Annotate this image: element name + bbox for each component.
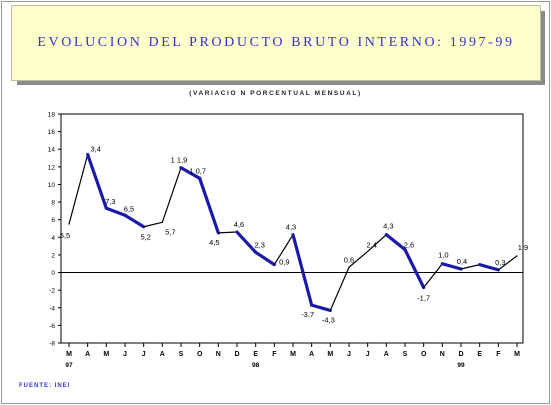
x-tick-label: O bbox=[421, 351, 427, 358]
x-tick-label: S bbox=[403, 351, 408, 358]
series-segment bbox=[68, 153, 89, 225]
title-box: EVOLUCION DEL PRODUCTO BRUTO INTERNO: 19… bbox=[11, 5, 541, 81]
series-segment bbox=[104, 206, 127, 217]
x-tick-label: A bbox=[85, 351, 90, 358]
data-label: 5,5 bbox=[60, 231, 70, 240]
y-tick-label: 4 bbox=[51, 235, 55, 242]
x-tick-label: M bbox=[327, 351, 333, 358]
y-tick-label: 12 bbox=[48, 164, 56, 171]
series-segment bbox=[460, 264, 481, 270]
y-tick-label: -4 bbox=[49, 305, 55, 312]
plot-area bbox=[60, 113, 524, 344]
x-tick-label: J bbox=[366, 351, 370, 358]
y-tick-label: 2 bbox=[51, 252, 55, 259]
data-label: 1,0 bbox=[438, 251, 448, 260]
y-tick-label: -8 bbox=[49, 341, 55, 348]
data-label: 1 1,9 bbox=[171, 156, 188, 165]
series-segment bbox=[403, 248, 426, 290]
x-tick-label: D bbox=[458, 351, 463, 358]
series-segment bbox=[440, 262, 463, 271]
year-label: 98 bbox=[252, 362, 260, 369]
data-label: 0,6 bbox=[344, 255, 354, 264]
data-label: 1 0,7 bbox=[189, 166, 206, 175]
data-label: 4,3 bbox=[286, 223, 296, 232]
data-label: 2,6 bbox=[404, 241, 414, 250]
y-tick-label: -6 bbox=[49, 323, 55, 330]
series-segment bbox=[235, 230, 258, 254]
series-segment bbox=[423, 263, 443, 289]
x-tick-label: F bbox=[496, 351, 501, 358]
x-tick-label: A bbox=[384, 351, 389, 358]
data-label: 6,5 bbox=[124, 204, 134, 213]
data-label: 0,4 bbox=[457, 257, 467, 266]
year-label: 97 bbox=[65, 362, 73, 369]
y-tick-label: 10 bbox=[48, 182, 56, 189]
y-tick-label: -2 bbox=[49, 288, 55, 295]
series-segment bbox=[310, 303, 332, 313]
y-tick-label: 0 bbox=[51, 270, 55, 277]
data-label: 3,4 bbox=[90, 145, 100, 154]
x-tick-label: M bbox=[103, 351, 109, 358]
data-label: -1,7 bbox=[417, 294, 430, 303]
series-segment bbox=[384, 233, 407, 252]
series-segment bbox=[367, 234, 387, 252]
x-tick-label: N bbox=[440, 351, 445, 358]
data-label: 4,5 bbox=[209, 238, 219, 247]
series-segment bbox=[217, 231, 238, 234]
data-label: -3,7 bbox=[301, 310, 314, 319]
series-segment bbox=[198, 176, 220, 235]
data-label: 2,4 bbox=[366, 240, 376, 249]
data-label: 5,2 bbox=[140, 233, 150, 242]
x-tick-label: M bbox=[290, 351, 296, 358]
series-segment bbox=[273, 234, 294, 266]
x-tick-label: A bbox=[309, 351, 314, 358]
chart-subtitle: (VARIACIO N PORCENTUAL MENSUAL) bbox=[189, 90, 362, 97]
data-label: 4,3 bbox=[383, 222, 393, 231]
x-tick-label: J bbox=[142, 351, 146, 358]
source-note: FUENTE: INEI bbox=[19, 383, 71, 389]
x-tick-label: M bbox=[514, 351, 520, 358]
series-segment bbox=[123, 213, 146, 229]
x-tick-label: O bbox=[197, 351, 203, 358]
series-segment bbox=[329, 266, 350, 312]
series-segment bbox=[179, 166, 202, 180]
x-tick-label: E bbox=[253, 351, 258, 358]
series-segment bbox=[254, 250, 276, 267]
x-tick-label: F bbox=[272, 351, 277, 358]
series-segment bbox=[291, 233, 314, 307]
x-tick-label: S bbox=[179, 351, 184, 358]
series-segment bbox=[161, 167, 182, 223]
y-tick-label: 16 bbox=[48, 129, 56, 136]
series-segment bbox=[497, 255, 518, 271]
data-label: 5,7 bbox=[165, 227, 175, 236]
x-tick-label: M bbox=[66, 351, 72, 358]
y-tick-label: 14 bbox=[48, 147, 56, 154]
x-tick-label: J bbox=[123, 351, 127, 358]
year-label: 99 bbox=[457, 362, 465, 369]
data-label: 4,6 bbox=[234, 220, 244, 229]
series-segment bbox=[143, 221, 163, 228]
series-segment bbox=[86, 152, 108, 210]
x-tick-label: D bbox=[234, 351, 239, 358]
data-label: 7,3 bbox=[105, 197, 115, 206]
x-tick-label: J bbox=[347, 351, 351, 358]
y-tick-label: 6 bbox=[51, 217, 55, 224]
y-tick-label: 18 bbox=[48, 112, 56, 119]
x-tick-label: E bbox=[477, 351, 482, 358]
data-label: -4,3 bbox=[322, 315, 335, 324]
chart-title: EVOLUCION DEL PRODUCTO BRUTO INTERNO: 19… bbox=[37, 35, 515, 50]
x-tick-label: N bbox=[216, 351, 221, 358]
series-segment bbox=[348, 250, 369, 268]
data-label: 0,9 bbox=[279, 258, 289, 267]
data-label: 2,3 bbox=[254, 240, 264, 249]
y-tick-label: 8 bbox=[51, 200, 55, 207]
series-segment bbox=[478, 263, 500, 272]
data-label: 1,9 bbox=[518, 243, 528, 252]
x-tick-label: A bbox=[160, 351, 165, 358]
data-label: 0,3 bbox=[495, 258, 505, 267]
